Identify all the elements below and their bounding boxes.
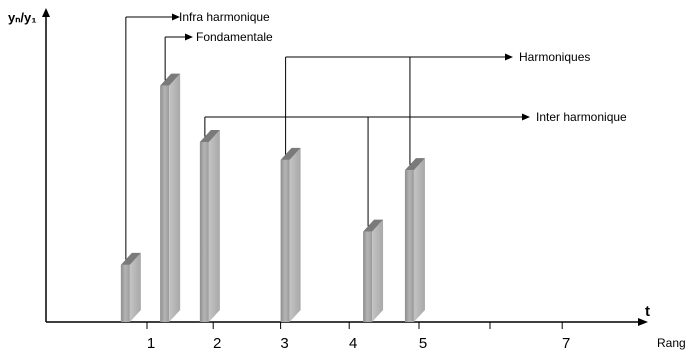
bar-0 (120, 252, 141, 322)
x-tick-label-0: 1 (147, 335, 155, 351)
x-ticks: 1 2 3 4 5 7 (146, 322, 570, 352)
annotations: Infra harmonique Fondamentale Harmoniques I… (125, 10, 627, 260)
bars (120, 73, 425, 323)
x-axis-secondary-label: Rang (657, 336, 686, 350)
x-tick-label-4: 5 (419, 335, 427, 351)
annotation-1: Fondamentale (164, 30, 273, 81)
bar-5 (404, 158, 425, 322)
x-axis-arrow (638, 318, 648, 326)
bar-3 (280, 147, 301, 322)
annotation-0: Infra harmonique (125, 10, 270, 260)
bar-2 (199, 130, 220, 322)
annotation-label-0: Infra harmonique (179, 10, 270, 24)
annotation-3: Inter harmonique (204, 110, 627, 227)
axes: yₙ/y₁ t Rang (8, 8, 686, 350)
x-tick-label-1: 2 (213, 335, 221, 351)
x-tick-label-6: 7 (562, 335, 570, 351)
x-tick-label-2: 3 (280, 335, 288, 351)
x-tick-label-3: 4 (349, 335, 357, 351)
bar-4 (363, 219, 384, 322)
bar-1 (160, 73, 181, 323)
annotation-label-1: Fondamentale (196, 30, 273, 44)
annotation-2: Harmoniques (285, 50, 590, 165)
annotation-label-2: Harmoniques (519, 50, 590, 64)
annotation-label-3: Inter harmonique (536, 110, 627, 124)
y-axis-arrow (42, 8, 50, 17)
x-axis-label: t (645, 303, 650, 320)
y-axis-label: yₙ/y₁ (8, 10, 37, 25)
